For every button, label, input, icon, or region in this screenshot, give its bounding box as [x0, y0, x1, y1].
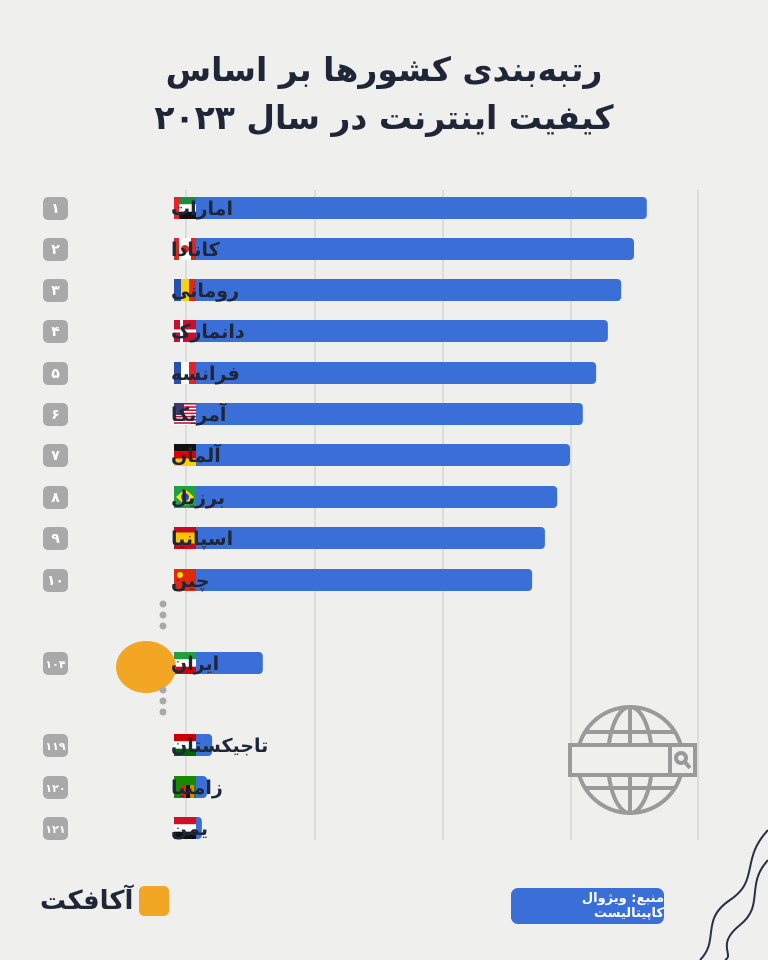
chart-row: فرانسه ۵ [43, 362, 597, 385]
bar [190, 652, 263, 674]
source-label: منبع: ویژوال کاپیتالیست [511, 888, 664, 924]
france-flag-icon [174, 362, 196, 384]
rank-number: ۸ [51, 490, 60, 506]
country-label: چین [171, 570, 210, 592]
rank-number: ۱۲۰ [45, 782, 65, 795]
ellipsis-dot [159, 697, 167, 705]
iran-flag-icon [174, 652, 196, 674]
chart-row: رومانی ۳ [43, 279, 622, 302]
chart-row: دانمارک ۴ [43, 320, 608, 343]
title-line-2: کیفیت اینترنت در سال ۲۰۲۳ [154, 98, 614, 137]
rank-number: ۳ [51, 283, 60, 299]
chart-row: زامبیا ۱۲۰ [43, 776, 223, 799]
brand-logo: آکافکت [40, 886, 170, 916]
bar [190, 527, 545, 549]
rank-badge [43, 320, 68, 343]
bar [190, 279, 622, 301]
bar [190, 569, 533, 591]
bar [190, 197, 647, 219]
ellipsis-dot [159, 686, 167, 694]
zambia-flag-icon [174, 776, 196, 798]
globe-search-icon [568, 705, 697, 815]
usa-flag-icon [174, 403, 196, 425]
chart-row: یمن ۱۲۱ [43, 817, 208, 840]
logo-mark-icon [139, 886, 170, 916]
rank-badge [43, 362, 68, 385]
country-label: زامبیا [171, 777, 223, 799]
bar [190, 403, 583, 425]
country-label: دانمارک [171, 321, 245, 343]
rank-badge [43, 817, 68, 840]
ellipsis-dot [159, 708, 167, 716]
rank-number: ۱۰۴ [45, 658, 65, 671]
rank-number: ۴ [51, 324, 60, 340]
bar [190, 486, 558, 508]
brazil-flag-icon [174, 486, 196, 508]
chart-row: کانادا ۲ [43, 238, 634, 261]
country-label: رومانی [171, 280, 239, 302]
country-label: آلمان [171, 443, 221, 467]
logo-text: آکافکت [40, 886, 134, 916]
chart-row: امارات ۱ [43, 197, 647, 220]
chart-row: آلمان ۷ [43, 443, 570, 467]
chart-row: اسپانیا ۹ [43, 527, 545, 550]
country-label: یمن [171, 818, 208, 840]
chart-row: آمریکا ۶ [43, 402, 583, 426]
rank-badge [43, 652, 68, 675]
country-label: کانادا [171, 239, 221, 261]
highlight-circle [116, 641, 176, 693]
country-label: تاجیکستان [171, 735, 268, 757]
rank-badge [43, 279, 68, 302]
chart-row: تاجیکستان ۱۱۹ [43, 734, 268, 757]
romania-flag-icon [174, 279, 196, 301]
canada-flag-icon [174, 238, 196, 260]
rank-number: ۶ [51, 407, 60, 423]
rank-badge [43, 197, 68, 220]
uae-flag-icon [174, 197, 196, 219]
rank-number: ۱۲۱ [45, 823, 65, 836]
rank-number: ۵ [51, 366, 60, 382]
rank-number: ۱۰ [47, 573, 64, 589]
rank-badge [43, 486, 68, 509]
rank-number: ۱۱۹ [45, 740, 65, 753]
ellipsis-dot [159, 611, 167, 619]
country-label: امارات [171, 198, 233, 220]
rank-number: ۹ [51, 531, 60, 547]
country-label: برزیل [171, 487, 225, 509]
decorative-waves [699, 829, 768, 960]
rank-number: ۲ [51, 242, 60, 258]
china-flag-icon [174, 569, 196, 591]
rank-number: ۱ [51, 201, 60, 217]
rank-badge [43, 734, 68, 757]
country-label: اسپانیا [171, 528, 233, 550]
rank-number: ۷ [51, 448, 60, 464]
denmark-flag-icon [174, 320, 196, 342]
germany-flag-icon [174, 444, 196, 466]
bar [190, 238, 634, 260]
country-label: فرانسه [171, 363, 240, 385]
rank-badge [43, 444, 68, 467]
country-label: آمریکا [171, 402, 227, 426]
rank-badge [43, 776, 68, 799]
rank-badge [43, 569, 68, 592]
ellipsis-dot [159, 622, 167, 630]
chart-row: برزیل ۸ [43, 486, 558, 509]
title-line-1: رتبه‌بندی کشورها بر اساس [165, 50, 603, 89]
chart-row: ایران ۱۰۴ [43, 641, 263, 693]
country-label: ایران [171, 653, 219, 675]
tajikistan-flag-icon [174, 734, 196, 756]
rank-badge [43, 238, 68, 261]
rank-badge [43, 403, 68, 426]
bar [190, 320, 608, 342]
spain-flag-icon [174, 527, 196, 549]
rank-badge [43, 527, 68, 550]
bar [190, 444, 570, 466]
chart-row: چین ۱۰ [43, 569, 533, 592]
ellipsis-dot [159, 600, 167, 608]
bar [190, 362, 597, 384]
yemen-flag-icon [174, 817, 196, 839]
